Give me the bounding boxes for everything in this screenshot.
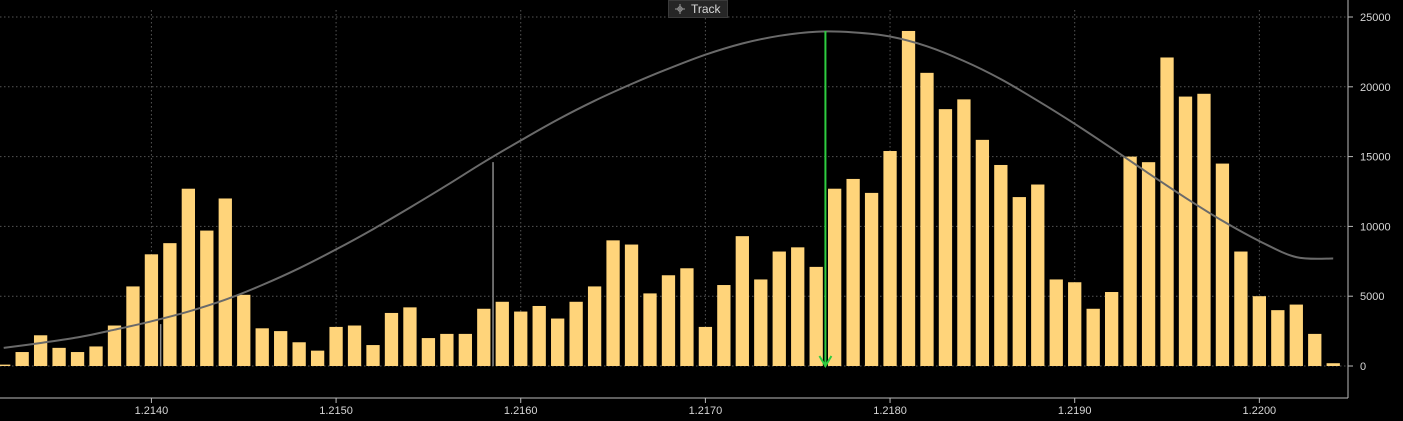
y-tick-label: 5000 xyxy=(1360,291,1384,303)
bar xyxy=(255,328,269,366)
bar xyxy=(421,338,436,366)
bar xyxy=(218,198,232,366)
bar xyxy=(551,318,565,366)
bar xyxy=(809,266,823,366)
bar xyxy=(643,293,657,366)
bar xyxy=(1068,282,1082,366)
bar xyxy=(200,230,214,366)
bar xyxy=(237,294,251,366)
bar xyxy=(1215,163,1230,366)
bar xyxy=(717,285,731,366)
bar xyxy=(606,240,620,366)
bar xyxy=(772,251,786,366)
bar xyxy=(347,325,362,366)
bar xyxy=(310,350,325,366)
bar xyxy=(1234,251,1248,366)
bar xyxy=(1104,292,1119,366)
bar xyxy=(514,311,528,366)
bar xyxy=(181,188,195,366)
x-tick-label: 1.2150 xyxy=(319,405,353,417)
bar xyxy=(1031,184,1045,366)
bar xyxy=(901,30,916,367)
bar xyxy=(1160,57,1174,366)
bar xyxy=(366,345,380,366)
y-tick-label: 25000 xyxy=(1360,12,1391,24)
bar xyxy=(292,342,306,366)
bar xyxy=(1086,308,1100,366)
bar xyxy=(994,164,1008,366)
marker-arrow-icon xyxy=(818,355,833,368)
bar xyxy=(957,99,971,366)
distribution-curve xyxy=(3,30,1334,349)
bar xyxy=(144,254,159,366)
x-tick-label: 1.2180 xyxy=(873,405,907,417)
bar xyxy=(52,347,66,366)
bar xyxy=(329,326,343,366)
bar xyxy=(274,331,288,366)
y-tick-label: 20000 xyxy=(1360,82,1391,94)
crosshair-icon xyxy=(675,4,685,14)
bar xyxy=(864,192,879,366)
bar xyxy=(828,188,842,366)
bar xyxy=(1326,363,1340,366)
bar xyxy=(70,352,85,366)
bar xyxy=(1197,93,1211,366)
bar xyxy=(791,247,805,366)
bar xyxy=(89,346,103,366)
bar xyxy=(163,243,177,366)
bar xyxy=(661,275,676,366)
bar xyxy=(569,301,583,366)
x-tick-label: 1.2160 xyxy=(504,405,538,417)
distribution-curve-line xyxy=(3,30,1334,349)
bar xyxy=(0,364,11,366)
bar xyxy=(1049,279,1063,366)
bar xyxy=(33,335,48,366)
current-price-marker xyxy=(818,30,833,368)
bar xyxy=(587,286,602,366)
bar xyxy=(1123,156,1137,366)
bar xyxy=(938,109,953,367)
bar xyxy=(624,244,639,366)
bar xyxy=(1289,304,1303,366)
bar xyxy=(846,178,860,366)
y-tick-label: 0 xyxy=(1360,361,1366,373)
bar xyxy=(1012,197,1026,366)
bar xyxy=(495,301,509,366)
bar xyxy=(532,305,546,366)
bar xyxy=(403,307,417,366)
x-tick-label: 1.2200 xyxy=(1243,405,1277,417)
bar xyxy=(1271,310,1285,366)
x-tick-label: 1.2170 xyxy=(689,405,723,417)
track-label: Track xyxy=(691,2,721,16)
y-tick-label: 15000 xyxy=(1360,152,1391,164)
bar xyxy=(1141,162,1156,366)
bar xyxy=(698,326,713,366)
y-tick-label: 10000 xyxy=(1360,221,1391,233)
x-tick-label: 1.2140 xyxy=(135,405,169,417)
bar xyxy=(735,236,749,366)
bar xyxy=(384,312,399,366)
bar xyxy=(477,308,491,366)
bar xyxy=(458,333,472,366)
track-button[interactable]: Track xyxy=(668,0,728,18)
x-tick-label: 1.2190 xyxy=(1058,405,1092,417)
bar xyxy=(883,151,897,366)
bar xyxy=(975,139,990,366)
bar xyxy=(754,279,768,366)
bar xyxy=(1308,333,1322,366)
bar xyxy=(920,72,934,366)
bar xyxy=(1178,96,1193,367)
bar-series xyxy=(0,30,1340,367)
bar xyxy=(107,325,122,366)
bar xyxy=(680,268,694,366)
bar xyxy=(15,352,29,366)
bar xyxy=(1252,296,1267,366)
bar xyxy=(440,333,454,366)
